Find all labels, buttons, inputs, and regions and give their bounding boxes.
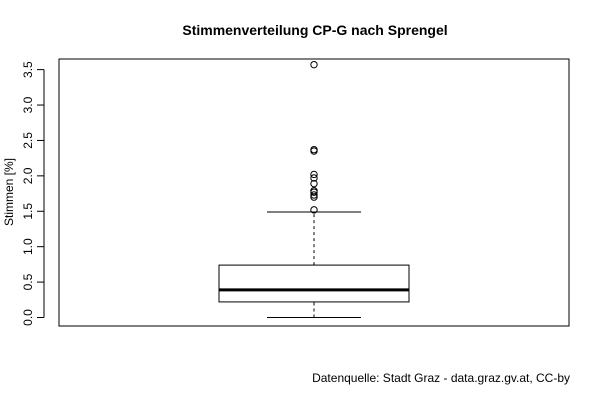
outlier-point bbox=[310, 170, 318, 179]
y-tick-label: 0.0 bbox=[21, 309, 35, 326]
y-tick-label: 3.5 bbox=[21, 61, 35, 78]
y-tick-label: 2.0 bbox=[21, 167, 35, 184]
box-plot bbox=[218, 211, 410, 319]
y-tick-label: 1.5 bbox=[21, 203, 35, 220]
y-tick-label: 1.0 bbox=[21, 238, 35, 255]
y-tick-label: 0.5 bbox=[21, 273, 35, 290]
y-tick-label: 3.0 bbox=[21, 96, 35, 113]
outlier-point bbox=[310, 145, 318, 154]
outlier-point bbox=[310, 191, 318, 199]
outlier-point bbox=[310, 206, 318, 214]
outlier-point bbox=[310, 179, 318, 188]
outlier-point bbox=[310, 187, 318, 195]
data-source-note: Datenquelle: Stadt Graz - data.graz.gv.a… bbox=[312, 371, 570, 385]
outlier-point bbox=[310, 60, 318, 69]
y-axis-label: Stimmen [%] bbox=[2, 158, 16, 226]
y-axis: 0.0 0.5 1.0 1.5 2.0 2.5 3.0 3.5 bbox=[21, 61, 45, 326]
iqr-box bbox=[218, 264, 410, 303]
outlier-points bbox=[310, 60, 318, 214]
chart-title: Stimmenverteilung CP-G nach Sprengel bbox=[182, 22, 447, 38]
y-tick-label: 2.5 bbox=[21, 132, 35, 149]
outlier-point bbox=[310, 174, 318, 182]
plot-frame bbox=[58, 58, 570, 327]
